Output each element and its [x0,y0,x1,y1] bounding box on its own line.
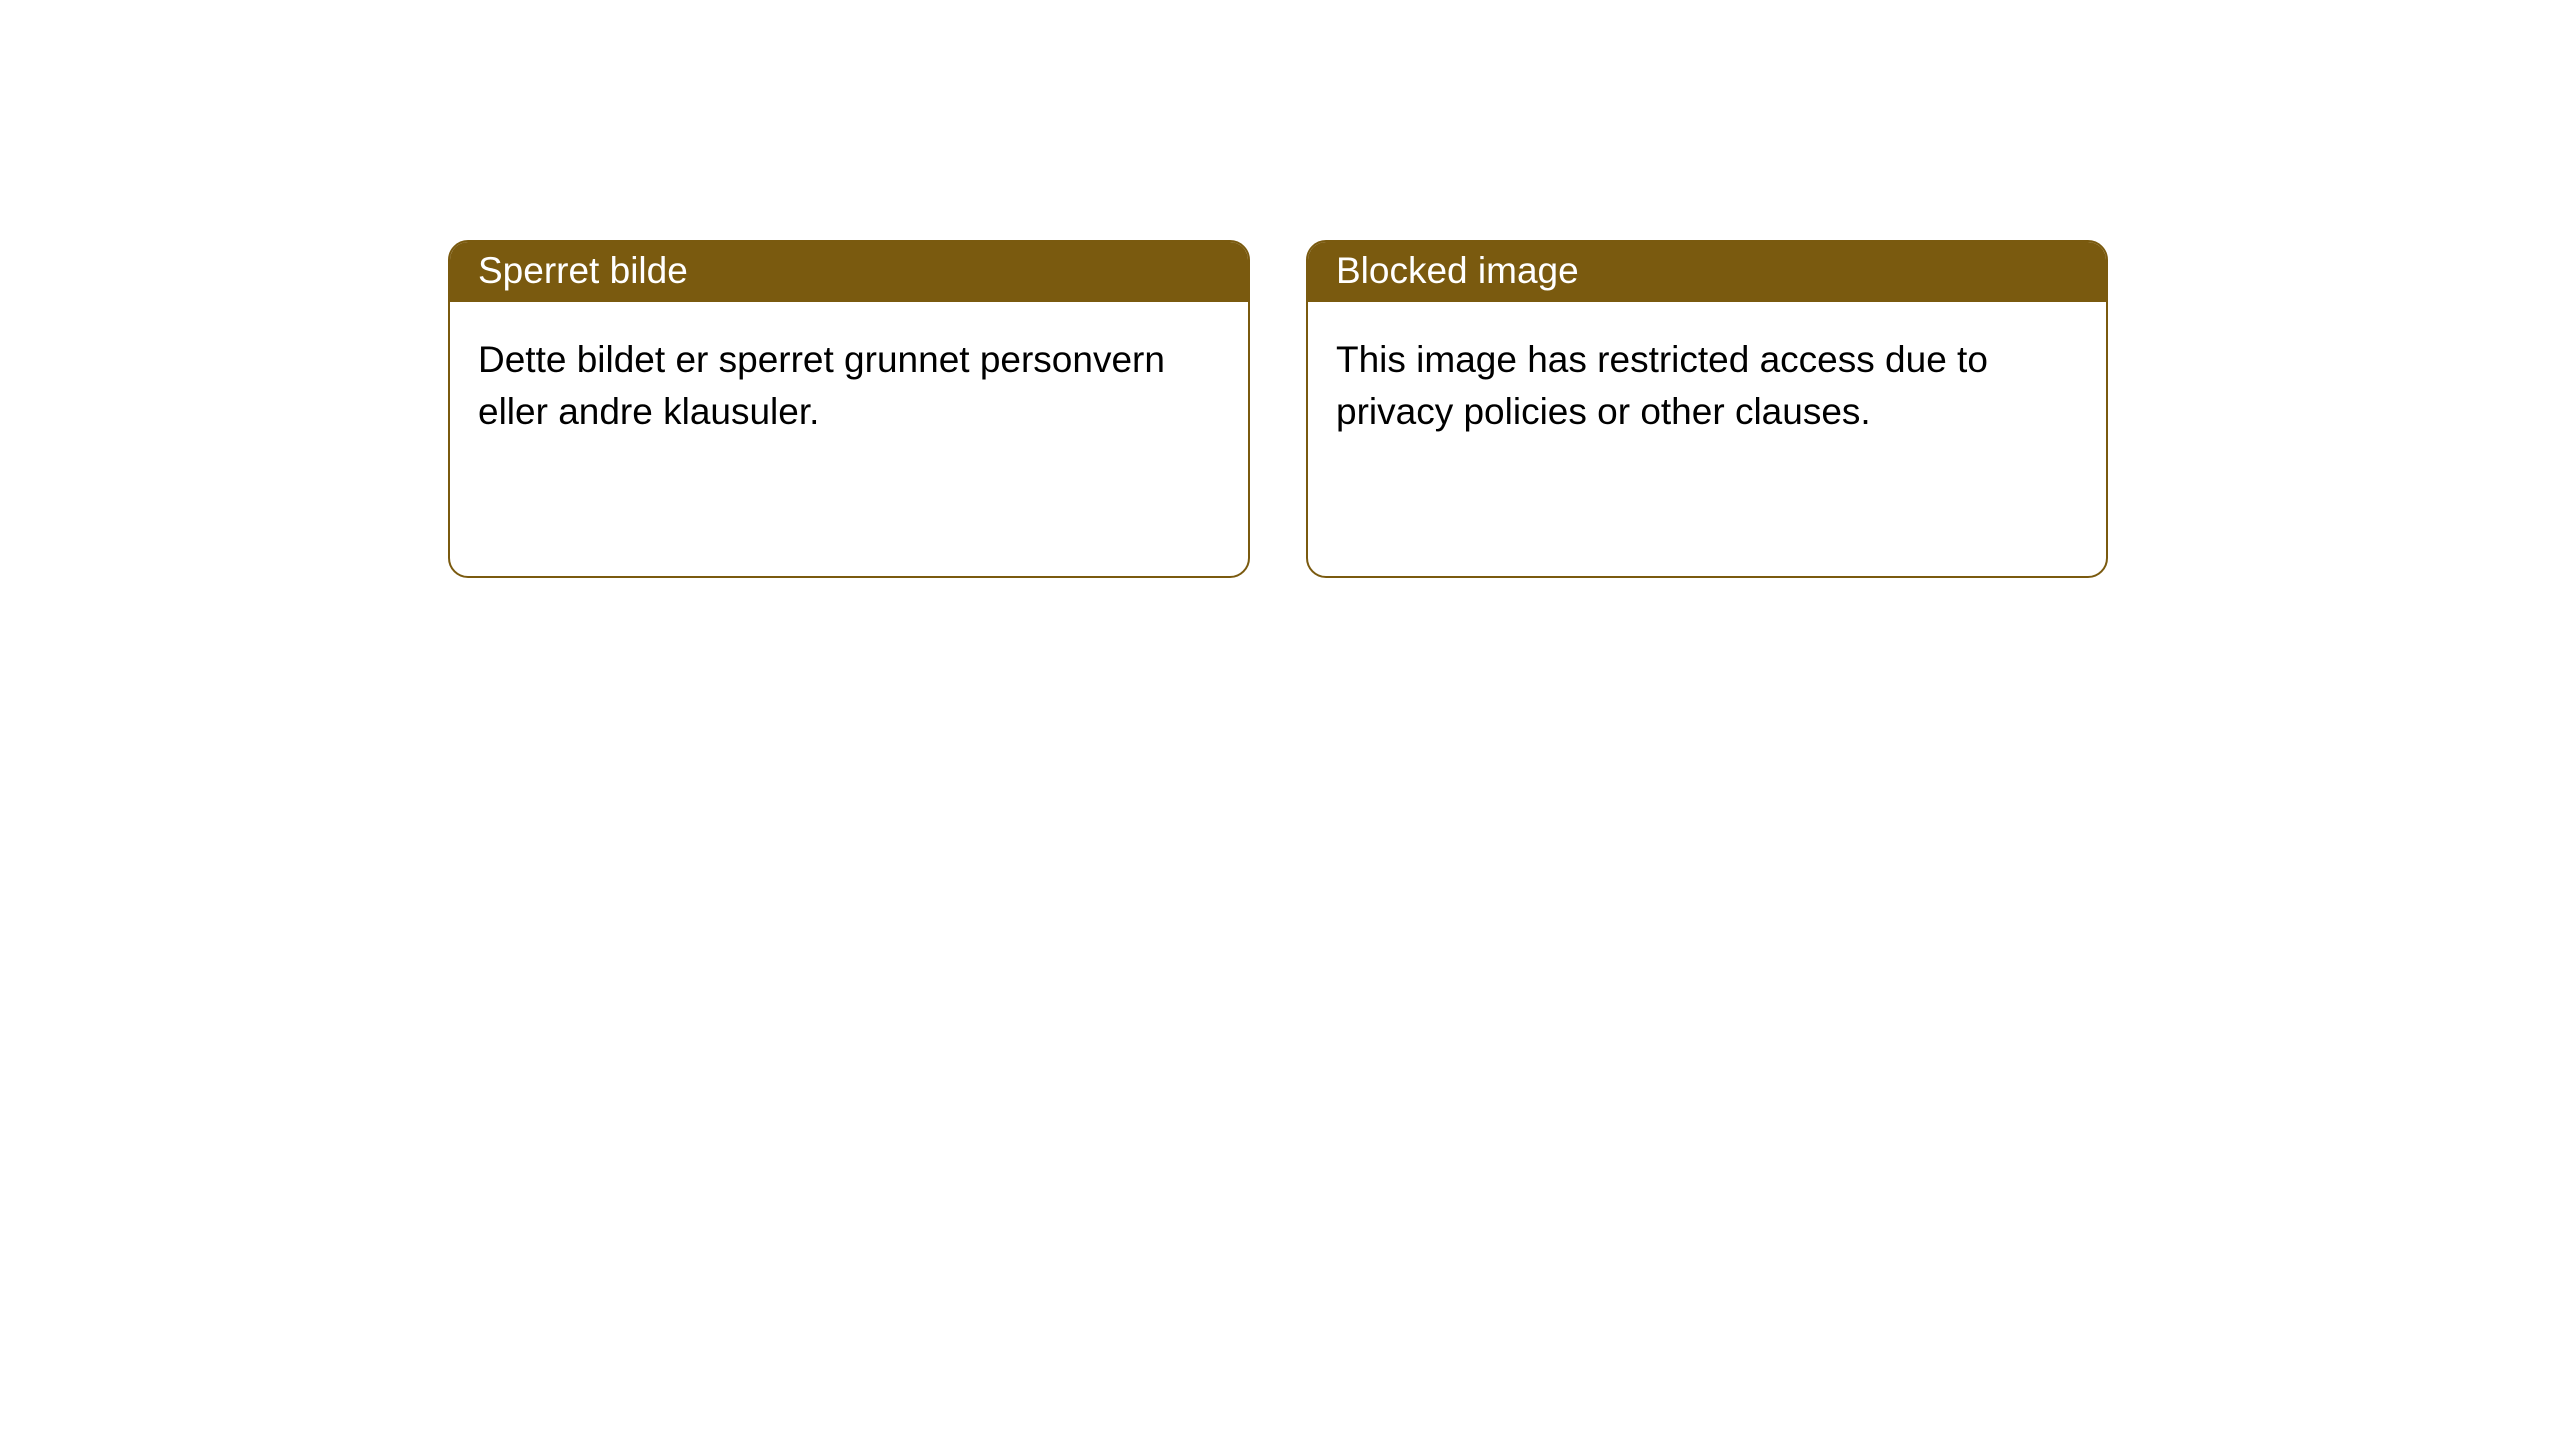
card-body-text: Dette bildet er sperret grunnet personve… [478,339,1165,432]
card-header-text: Blocked image [1336,250,1579,291]
card-body: Dette bildet er sperret grunnet personve… [450,302,1248,576]
card-body-text: This image has restricted access due to … [1336,339,1988,432]
card-header-text: Sperret bilde [478,250,688,291]
card-header: Sperret bilde [450,242,1248,302]
card-body: This image has restricted access due to … [1308,302,2106,576]
card-header: Blocked image [1308,242,2106,302]
notice-card-english: Blocked image This image has restricted … [1306,240,2108,578]
notice-card-norwegian: Sperret bilde Dette bildet er sperret gr… [448,240,1250,578]
notice-container: Sperret bilde Dette bildet er sperret gr… [448,240,2108,578]
